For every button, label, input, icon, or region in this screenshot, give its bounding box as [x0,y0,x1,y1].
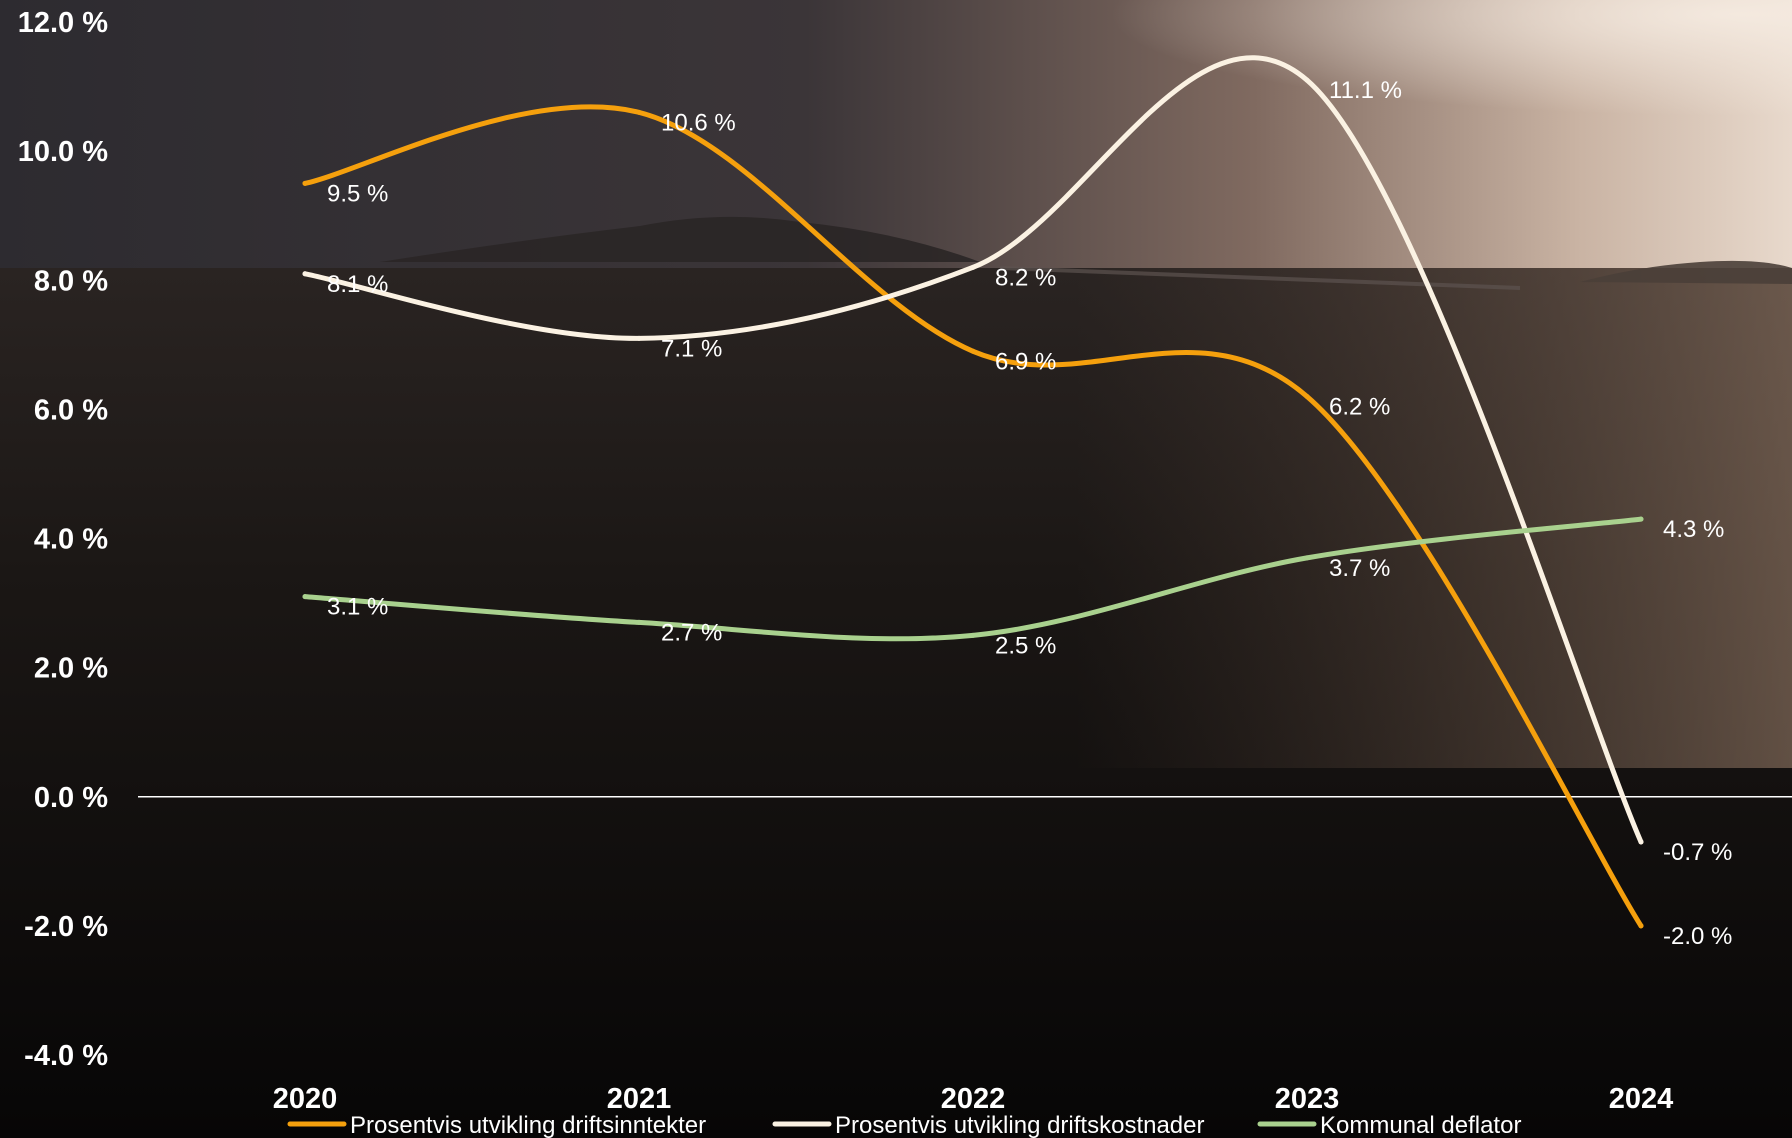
data-point-driftskostnader [302,271,308,277]
data-point-driftskostnader [636,335,642,341]
data-label-driftsinntekter: -2.0 % [1663,923,1732,950]
y-tick-label: -2.0 % [24,911,108,943]
data-label-deflator: 2.5 % [995,632,1056,659]
y-tick-label: 8.0 % [34,265,108,297]
data-point-driftsinntekter [1638,923,1644,929]
data-label-deflator: 4.3 % [1663,516,1724,543]
data-point-driftsinntekter [970,348,976,354]
data-point-driftsinntekter [1304,393,1310,399]
y-tick-label: 12.0 % [18,7,108,39]
data-label-driftsinntekter: 9.5 % [327,180,388,207]
legend: Prosentvis utvikling driftsinntekter Pros… [287,1112,1521,1138]
legend-label-deflator: Kommunal deflator [1320,1112,1521,1138]
y-tick-label: 0.0 % [34,782,108,814]
x-tick-label: 2021 [607,1083,672,1115]
data-label-deflator: 3.1 % [327,594,388,621]
data-label-driftskostnader: 8.1 % [327,271,388,298]
x-tick-label: 2022 [941,1083,1006,1115]
y-tick-label: 2.0 % [34,653,108,685]
y-tick-label: 10.0 % [18,136,108,168]
series-layer [302,55,1644,929]
data-label-driftsinntekter: 6.2 % [1329,393,1390,420]
series-line-driftskostnader [302,55,1644,845]
data-label-driftsinntekter: 10.6 % [661,109,736,136]
data-label-deflator: 3.7 % [1329,555,1390,582]
data-point-driftskostnader [970,264,976,270]
data-label-driftskostnader: 7.1 % [661,335,722,362]
data-point-deflator [636,619,642,625]
data-point-driftskostnader [1638,839,1644,845]
data-point-driftskostnader [1304,77,1310,83]
data-point-deflator [1304,555,1310,561]
data-point-driftsinntekter [636,109,642,115]
data-point-deflator [1638,516,1644,522]
x-tick-label: 2024 [1609,1083,1674,1115]
x-axis: 2020 2021 2022 2023 2024 [273,1083,1674,1115]
data-label-driftskostnader: 11.1 % [1329,77,1402,104]
data-label-driftskostnader: 8.2 % [995,264,1056,291]
legend-label-driftskostnader: Prosentvis utvikling driftskostnader [835,1112,1205,1138]
y-tick-label: -4.0 % [24,1040,108,1072]
data-point-driftsinntekter [302,180,308,186]
data-label-driftskostnader: -0.7 % [1663,839,1732,866]
series-line-deflator [302,516,1644,642]
x-tick-label: 2023 [1275,1083,1340,1115]
x-tick-label: 2020 [273,1083,338,1115]
series-line-driftsinntekter [302,104,1644,929]
data-point-deflator [302,594,308,600]
data-label-driftsinntekter: 6.9 % [995,348,1056,375]
y-tick-label: 6.0 % [34,394,108,426]
y-tick-label: 4.0 % [34,524,108,556]
data-point-deflator [970,632,976,638]
data-labels: 9.5 % 10.6 % 6.9 % 6.2 % -2.0 % 8.1 % 7.1 % 8.2… [327,77,1732,950]
data-label-deflator: 2.7 % [661,619,722,646]
y-axis: -4.0 % -2.0 % 0.0 % 2.0 % 4.0 % 6.0 % 8.0 % 10.… [18,7,108,1072]
legend-label-driftsinntekter: Prosentvis utvikling driftsinntekter [350,1112,706,1138]
